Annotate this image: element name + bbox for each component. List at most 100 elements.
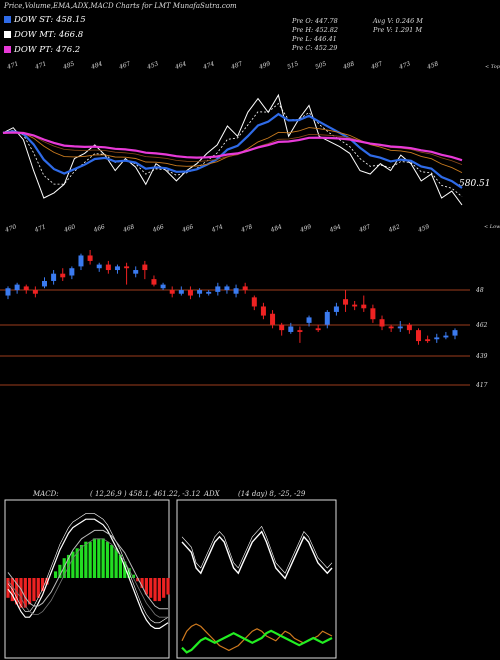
candle-up [197,290,203,294]
candle-up [41,280,47,287]
bottom-tick-label: 487 [357,223,371,234]
top-tick-label: 488 [341,60,355,71]
macd-bar-negative [23,578,27,608]
chart-title: Price,Volume,EMA,ADX,MACD Charts for LMT… [4,2,237,10]
macd-label: MACD: [33,490,59,498]
candle-down [406,324,412,331]
candle-down [124,266,130,269]
adx-params: (14 day) 8, -25, -29 [238,490,306,498]
candle-up [160,284,166,289]
candle-up [69,268,75,276]
top-tick-label: 473 [397,60,411,71]
candle-up [215,286,221,292]
macd-bar-negative [28,578,32,605]
macd-bar-negative [19,578,23,608]
adx-line-outline [181,525,333,574]
candle-down [352,304,358,307]
macd-bar-negative [32,578,36,602]
candle-down [151,279,157,285]
macd-bar-negative [157,578,161,602]
candle-up [333,306,339,312]
stat-pre-close: Pre C: 452.29 [292,44,338,52]
legend-label: DOW MT: 466.8 [14,30,84,40]
macd-bar-positive [97,538,101,578]
macd-bar-positive [88,541,92,578]
candle-up [397,326,403,329]
top-tick-label: 474 [201,60,215,71]
candle-down [169,290,175,294]
stat-pre-high: Pre H: 452.82 [292,26,339,34]
candle-up [434,337,440,340]
macd-bar-negative [15,578,19,605]
macd-line [7,518,169,630]
candle-down [105,264,111,271]
macd-bar-positive [118,554,123,578]
candle-down [379,319,385,327]
candle-down [32,290,38,294]
bottom-right-label: < Lower [484,224,500,230]
bottom-tick-label: 471 [33,223,47,234]
macd-bar-positive [123,561,127,578]
top-tick-label: 471 [33,60,47,71]
macd-bar-negative [149,578,153,598]
top-tick-label: 485 [61,60,75,71]
candle-up [114,266,120,271]
macd-bar-negative [140,578,144,588]
ema-dow-st-line [2,112,463,189]
candle-down [187,290,193,296]
candle-down [270,313,276,325]
macd-bar-positive [71,551,75,578]
candle-up [78,255,84,267]
bottom-tick-label: 499 [298,223,312,234]
candle-up [5,288,11,296]
candle-down [361,304,367,309]
legend-item-dow-st: DOW ST: 458.15 [4,15,86,25]
macd-line-outline [7,513,169,624]
candle-up [51,273,57,281]
top-tick-label: 487 [369,60,383,71]
macd-bar-negative [36,578,40,598]
legend-item-dow-mt: DOW MT: 466.8 [4,30,83,40]
support-level-label: 417 [475,382,488,389]
bottom-tick-label: 466 [92,223,106,234]
bottom-tick-label: 484 [269,223,283,234]
candle-up [452,330,458,336]
top-tick-label: 515 [286,60,299,71]
candle-up [443,335,449,338]
ema-dow-pt-line [2,131,463,162]
stat-pre-open: Pre O: 447.78 [292,17,338,25]
candle-down [279,324,285,331]
top-tick-label: 467 [117,60,131,71]
candle-down [242,286,248,291]
macd-bar-positive [53,571,58,578]
bottom-tick-label: 468 [121,223,135,234]
candle-up [288,326,294,332]
support-level-label: 439 [475,353,488,360]
macd-bar-negative [144,578,148,595]
macd-bar-negative [45,578,49,585]
candle-up [96,264,102,269]
bottom-tick-label: 470 [3,223,17,234]
stat-pre-volume: Pre V: 1.291 M [373,26,423,34]
bottom-tick-label: 466 [180,223,194,234]
candle-down [425,339,431,342]
price-line [2,93,463,206]
top-tick-label: 499 [257,60,271,71]
macd-lower-line [7,538,168,618]
adx-line [181,530,333,580]
candle-up [224,286,230,291]
bottom-tick-label: 478 [239,223,253,234]
candle-down [251,297,257,307]
adx-panel-frame [176,499,337,659]
macd-bar-negative [136,578,140,582]
candle-down [260,306,266,316]
macd-bar-positive [75,548,79,578]
top-tick-label: 505 [314,60,327,71]
macd-params: ( 12,26,9 ) 458.1, 461.22, -3.12 [90,490,201,498]
macd-signal-line [7,529,168,610]
top-tick-label: 484 [89,60,103,71]
macd-bar-positive [110,545,114,578]
bottom-tick-label: 494 [328,223,342,234]
support-level-label: 462 [475,322,488,329]
